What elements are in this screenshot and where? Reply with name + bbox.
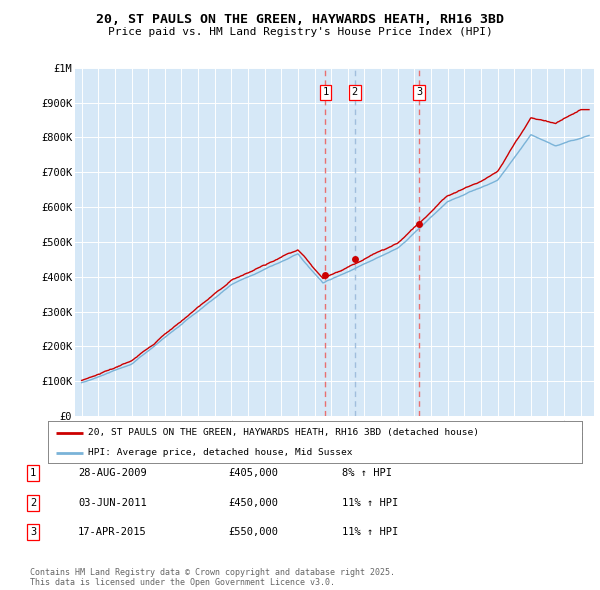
Text: 8% ↑ HPI: 8% ↑ HPI bbox=[342, 468, 392, 478]
Text: 1: 1 bbox=[30, 468, 36, 478]
Text: 3: 3 bbox=[416, 87, 422, 97]
Text: 11% ↑ HPI: 11% ↑ HPI bbox=[342, 527, 398, 537]
Text: HPI: Average price, detached house, Mid Sussex: HPI: Average price, detached house, Mid … bbox=[88, 448, 353, 457]
Text: 03-JUN-2011: 03-JUN-2011 bbox=[78, 498, 147, 507]
Text: 20, ST PAULS ON THE GREEN, HAYWARDS HEATH, RH16 3BD: 20, ST PAULS ON THE GREEN, HAYWARDS HEAT… bbox=[96, 13, 504, 26]
Text: 1: 1 bbox=[322, 87, 328, 97]
Text: £405,000: £405,000 bbox=[228, 468, 278, 478]
Text: 11% ↑ HPI: 11% ↑ HPI bbox=[342, 498, 398, 507]
Text: 3: 3 bbox=[30, 527, 36, 537]
Text: £450,000: £450,000 bbox=[228, 498, 278, 507]
Text: 28-AUG-2009: 28-AUG-2009 bbox=[78, 468, 147, 478]
Text: 2: 2 bbox=[30, 498, 36, 507]
Text: Contains HM Land Registry data © Crown copyright and database right 2025.
This d: Contains HM Land Registry data © Crown c… bbox=[30, 568, 395, 587]
Text: 2: 2 bbox=[352, 87, 358, 97]
Text: £550,000: £550,000 bbox=[228, 527, 278, 537]
Text: Price paid vs. HM Land Registry's House Price Index (HPI): Price paid vs. HM Land Registry's House … bbox=[107, 27, 493, 37]
Text: 17-APR-2015: 17-APR-2015 bbox=[78, 527, 147, 537]
Text: 20, ST PAULS ON THE GREEN, HAYWARDS HEATH, RH16 3BD (detached house): 20, ST PAULS ON THE GREEN, HAYWARDS HEAT… bbox=[88, 428, 479, 437]
